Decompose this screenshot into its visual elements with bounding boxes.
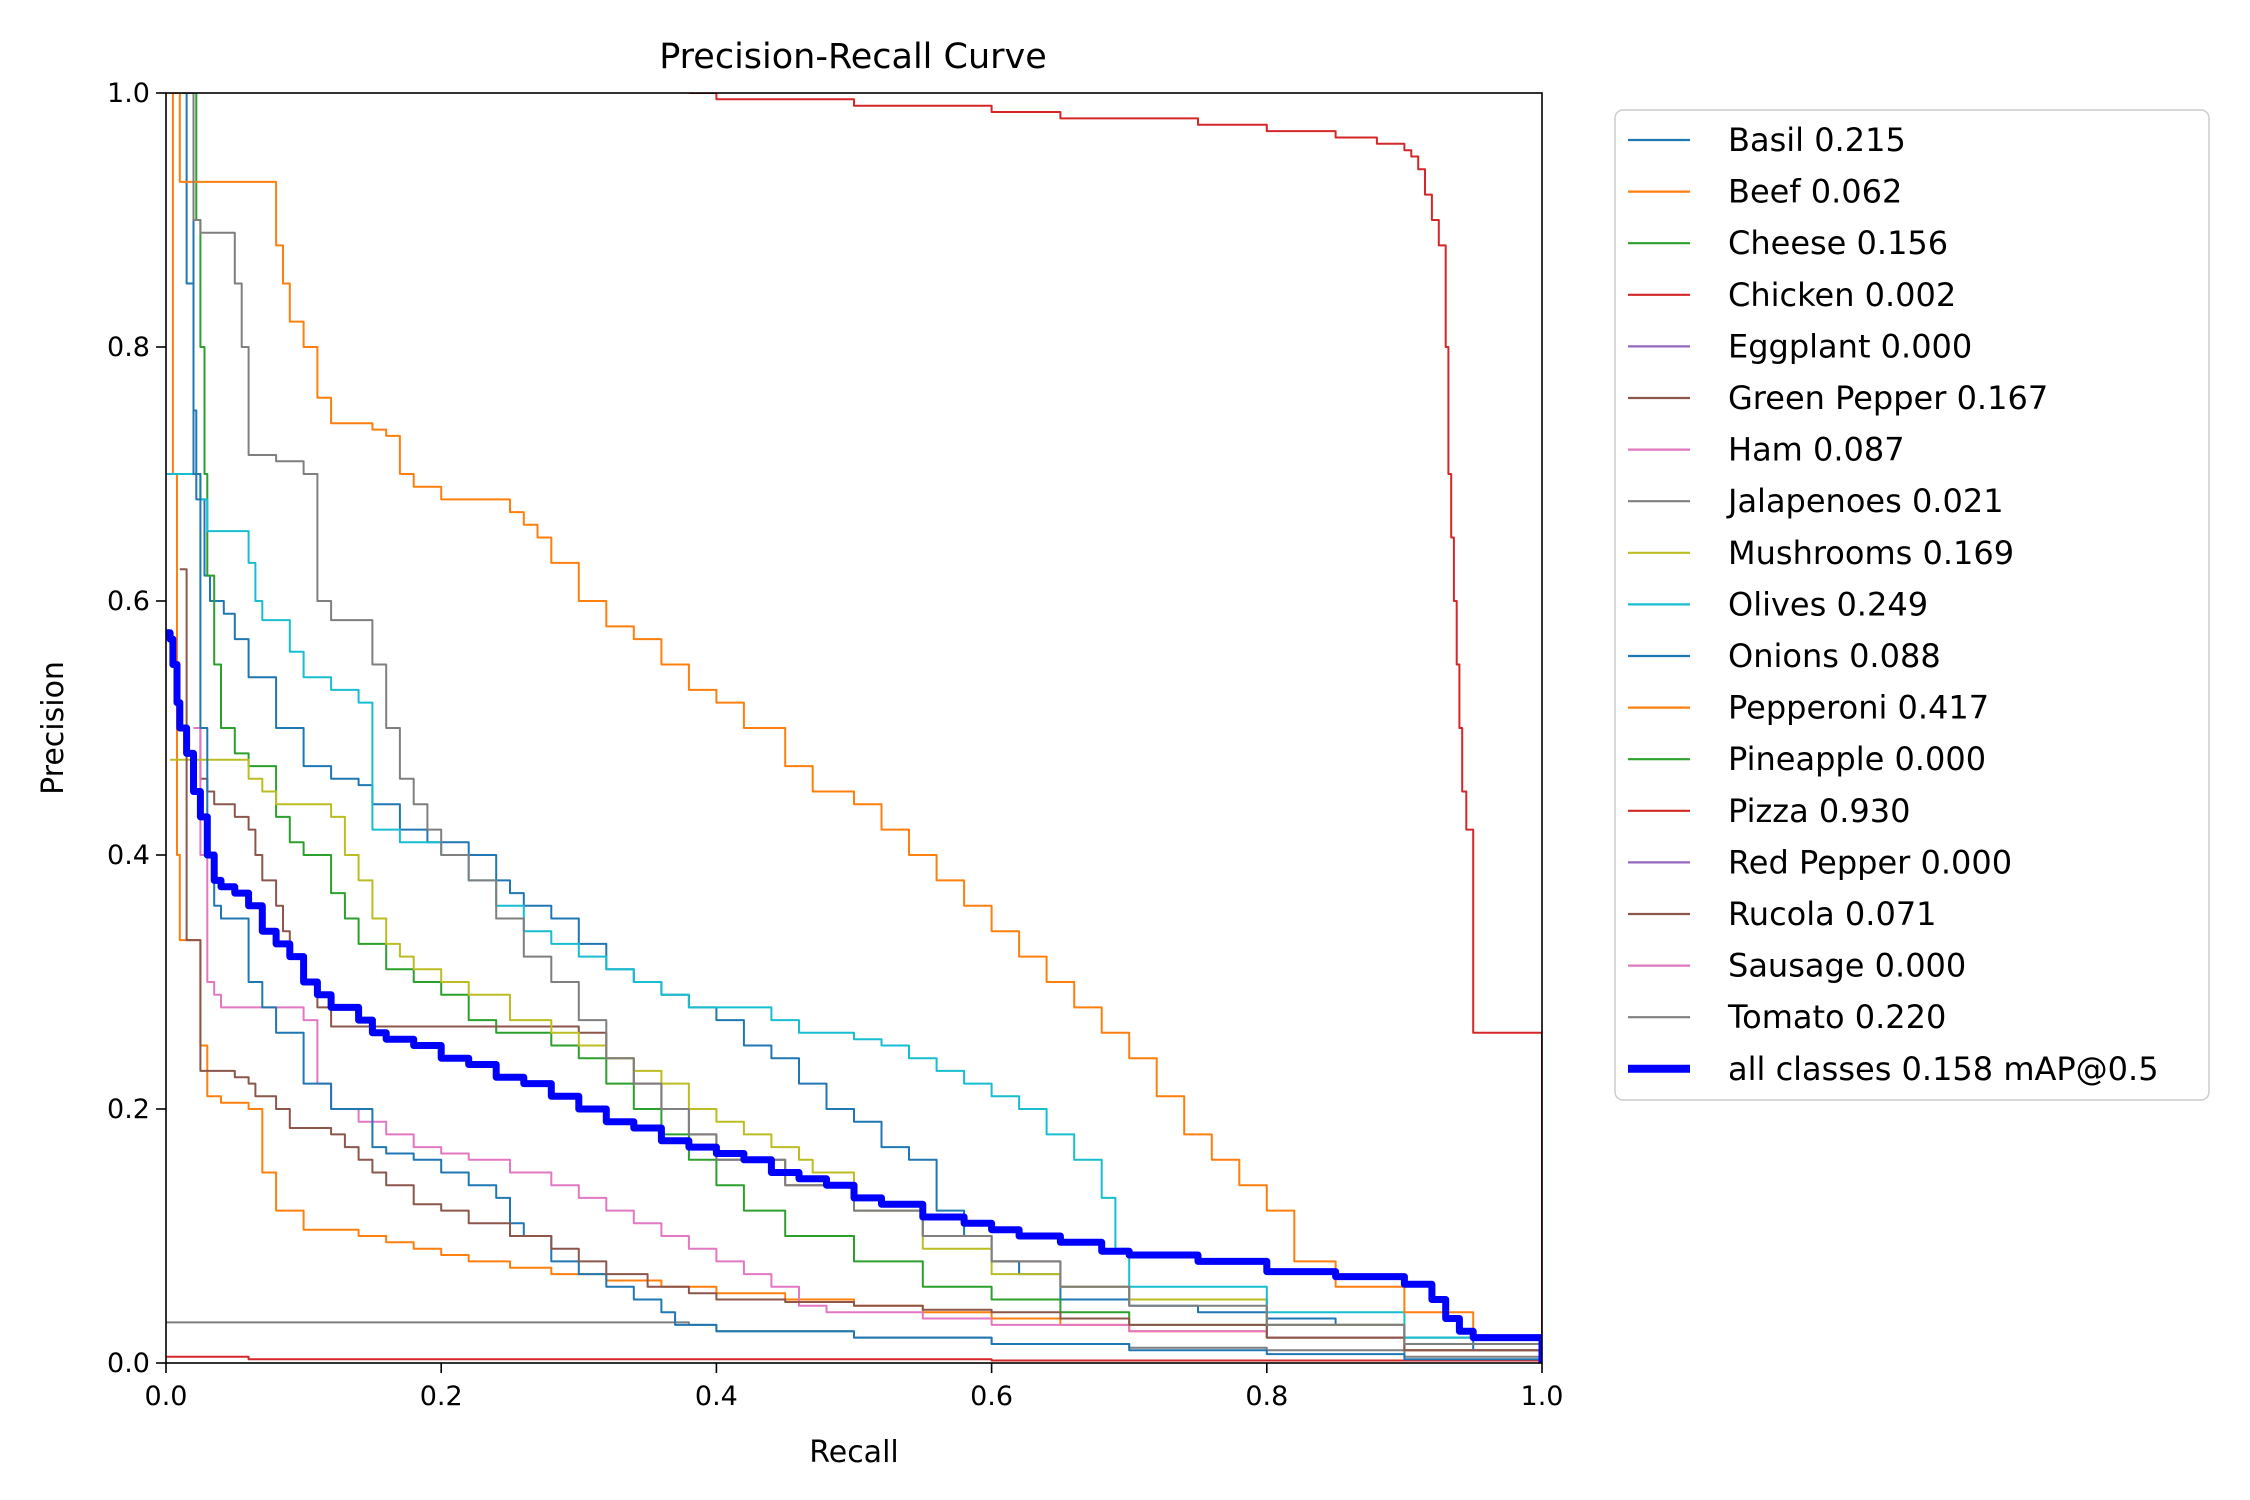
series-line-cheese-0-156	[193, 93, 1542, 1363]
y-tick-label: 0.6	[107, 586, 150, 617]
legend-box	[1614, 109, 2210, 1101]
legend-label-pepperoni-0-417: Pepperoni 0.417	[1728, 689, 1989, 727]
plot-frame	[165, 92, 1543, 1364]
x-axis-ticks: 0.0 0.2 0.4 0.6 0.8 1.0	[145, 1363, 1564, 1412]
x-tick-label: 0.4	[695, 1381, 738, 1412]
legend-label-onions-0-088: Onions 0.088	[1728, 637, 1941, 675]
series-line-all-classes-0-158-map-0-5	[166, 629, 1542, 1363]
legend-label-eggplant-0-000: Eggplant 0.000	[1728, 327, 1972, 365]
legend-label-red-pepper-0-000: Red Pepper 0.000	[1728, 843, 2012, 881]
y-axis-ticks: 0.0 0.2 0.4 0.6 0.8 1.0	[107, 78, 166, 1379]
series-line-chicken-0-002	[166, 1355, 1542, 1363]
x-tick-label: 0.8	[1245, 1381, 1288, 1412]
series-line-rucola-0-071	[179, 568, 1542, 1363]
legend-label-pineapple-0-000: Pineapple 0.000	[1728, 740, 1986, 778]
legend-label-olives-0-249: Olives 0.249	[1728, 585, 1928, 623]
x-tick-label: 0.2	[420, 1381, 463, 1412]
legend: Basil 0.215 Beef 0.062 Cheese 0.156 Chicken…	[1614, 109, 2210, 1101]
series-line-mushrooms-0-169	[170, 758, 1542, 1363]
legend-label-pizza-0-930: Pizza 0.930	[1728, 792, 1910, 830]
legend-label-mushrooms-0-169: Mushrooms 0.169	[1728, 534, 2014, 572]
legend-label-sausage-0-000: Sausage 0.000	[1728, 947, 1966, 985]
series-line-onions-0-088	[186, 93, 1542, 1363]
legend-label-basil-0-215: Basil 0.215	[1728, 121, 1906, 159]
chart-title: Precision-Recall Curve	[659, 37, 1047, 77]
legend-label-green-pepper-0-167: Green Pepper 0.167	[1728, 379, 2048, 417]
y-tick-label: 0.2	[107, 1094, 150, 1125]
legend-label-ham-0-087: Ham 0.087	[1728, 431, 1905, 469]
series-line-tomato-0-220	[186, 93, 1542, 1363]
y-tick-label: 0.8	[107, 332, 150, 363]
legend-label-jalapenoes-0-021: Jalapenoes 0.021	[1726, 482, 2004, 520]
legend-label-tomato-0-220: Tomato 0.220	[1727, 998, 1946, 1036]
y-tick-label: 1.0	[107, 78, 150, 109]
x-tick-label: 0.0	[145, 1381, 188, 1412]
y-axis-label: Precision	[36, 661, 71, 795]
legend-label-cheese-0-156: Cheese 0.156	[1728, 224, 1948, 262]
y-tick-label: 0.4	[107, 840, 150, 871]
legend-label-beef-0-062: Beef 0.062	[1728, 173, 1902, 211]
x-tick-label: 0.6	[970, 1381, 1013, 1412]
series-line-olives-0-249	[166, 473, 1542, 1363]
y-tick-label: 0.0	[107, 1348, 150, 1379]
legend-label-all-classes-0-158-map-0-5: all classes 0.158 mAP@0.5	[1728, 1050, 2159, 1088]
plot-area	[165, 92, 1543, 1364]
series-line-pepperoni-0-417	[172, 93, 1542, 1363]
legend-label-chicken-0-002: Chicken 0.002	[1728, 276, 1956, 314]
x-tick-label: 1.0	[1521, 1381, 1564, 1412]
legend-label-rucola-0-071: Rucola 0.071	[1728, 895, 1937, 933]
series-layer	[166, 93, 1542, 1363]
legend-items: Basil 0.215 Beef 0.062 Cheese 0.156 Chicken…	[1628, 121, 2159, 1088]
series-line-pizza-0-930	[688, 93, 1542, 1363]
x-axis-label: Recall	[809, 1435, 899, 1470]
